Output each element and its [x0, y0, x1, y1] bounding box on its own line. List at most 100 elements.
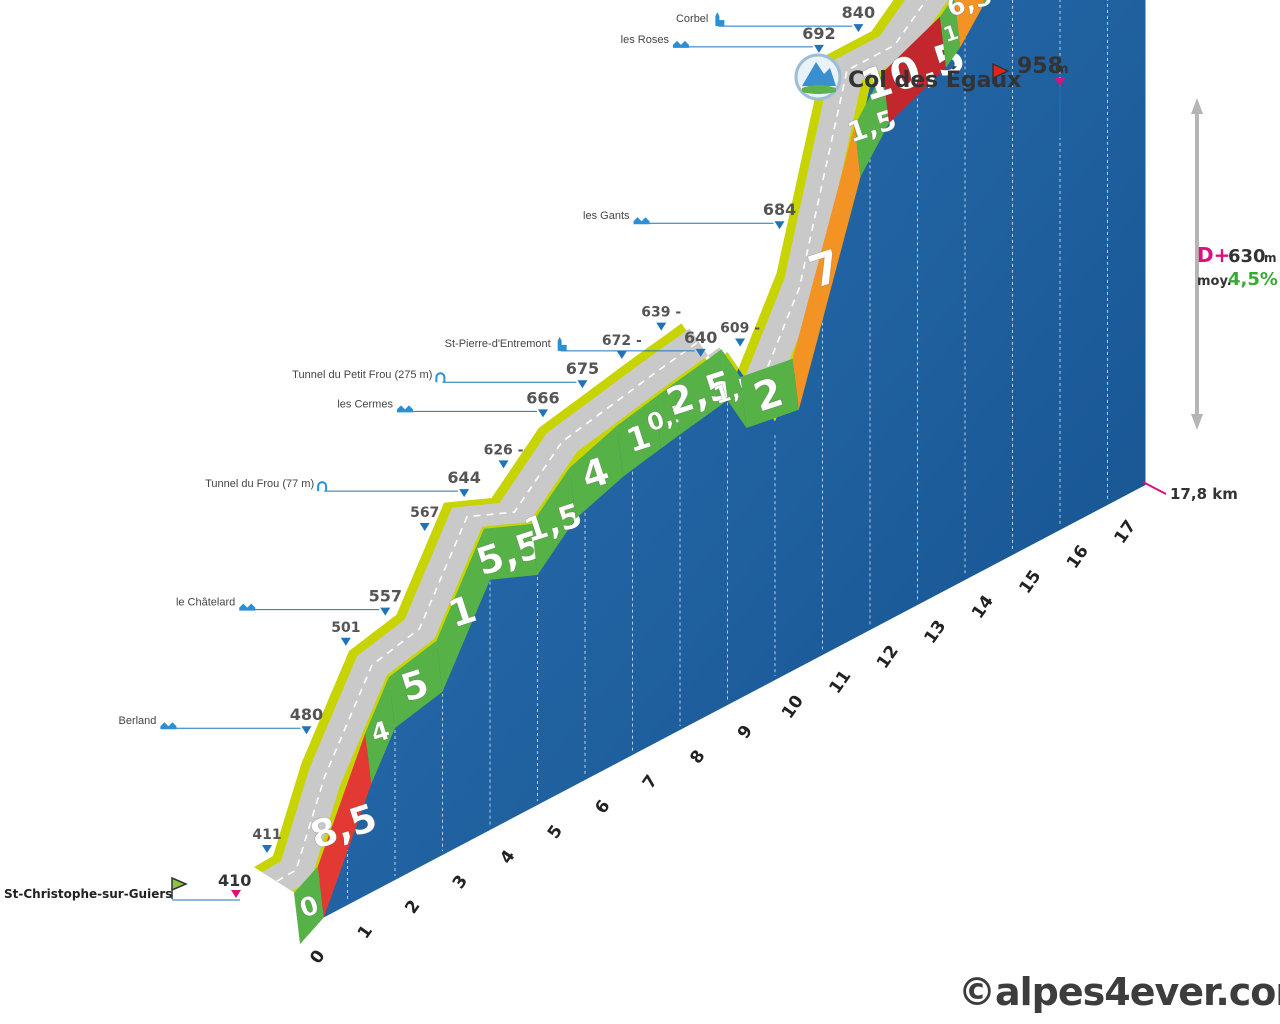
waypoint-name: les Roses: [621, 34, 670, 46]
gradient-segment: [655, 383, 680, 449]
tunnel-icon: [317, 481, 328, 492]
start-marker-icon: [231, 890, 241, 898]
altitude-marker-icon: [537, 409, 548, 418]
side-wall-shape: [300, 0, 1146, 930]
altitude-marker-icon: [735, 338, 746, 347]
gradient-segment: [721, 349, 747, 428]
altitude-marker-icon: [380, 607, 391, 616]
distance-leader-line: [1142, 481, 1167, 495]
gradient-segment: [617, 397, 661, 477]
gradient-segment: [740, 358, 799, 428]
gradient-segment: [954, 0, 984, 48]
house-icon: [160, 722, 177, 730]
elevation-arrow-icon: [1191, 98, 1203, 430]
house-icon: [396, 405, 413, 413]
house-icon: [633, 217, 650, 225]
km-tick-label: 13: [920, 617, 950, 648]
km-tick-label: 3: [449, 872, 472, 893]
gradient-segment: [674, 349, 728, 435]
waypoint-altitude: 675: [566, 359, 599, 378]
altitude-marker-icon: [695, 348, 706, 357]
summit-altitude: 958: [1017, 54, 1063, 79]
gain-value: 630: [1228, 246, 1266, 267]
km-tick-label: 5: [544, 822, 567, 843]
waypoint-altitude: 609 -: [720, 320, 760, 336]
km-tick-label: 12: [873, 642, 903, 673]
altitude-marker-icon: [813, 44, 824, 53]
waypoint-altitude: 692: [802, 24, 835, 43]
altitude-marker-icon: [262, 844, 272, 853]
waypoint-altitude: 684: [763, 200, 796, 219]
church-icon: [715, 12, 725, 27]
km-tick-label: 10: [778, 692, 808, 723]
gradient-segment: [983, 0, 987, 5]
avg-value: 4,5%: [1228, 269, 1278, 290]
road-surface: [262, 0, 949, 892]
tunnel-icon: [435, 372, 446, 383]
waypoint-altitude: 501: [331, 620, 360, 636]
summit-badge: Col des Égaux 958 m: [794, 53, 1069, 138]
gradient-segment: [883, 16, 946, 124]
waypoint-altitude: 672 -: [602, 333, 642, 349]
credit-watermark: ©alpes4ever.com: [958, 970, 1280, 1014]
km-tick-label: 6: [591, 797, 614, 818]
gradient-segment: [531, 467, 576, 575]
km-tick-label: 11: [825, 667, 855, 698]
gradient-segment: [317, 733, 372, 918]
waypoint-name: le Châtelard: [176, 597, 235, 609]
km-grid-lines: [347, 0, 1108, 901]
altitude-marker-icon: [774, 221, 785, 230]
gradient-segment: [940, 0, 961, 68]
altitude-marker-icon: [340, 637, 351, 646]
start-altitude: 410: [218, 871, 251, 890]
km-tick-label: 8: [686, 747, 709, 768]
waypoint-altitude: 644: [447, 468, 480, 487]
house-icon: [239, 603, 256, 611]
waypoint-name: Corbel: [676, 13, 708, 25]
church-icon: [557, 336, 567, 351]
waypoint-altitude: 666: [526, 388, 559, 407]
gradient-segment: [294, 866, 324, 945]
summit-marker-icon: [1055, 78, 1065, 86]
altitude-marker-icon: [459, 489, 470, 498]
gradient-segment: [365, 677, 395, 784]
mountain-grass-icon: [802, 85, 836, 94]
waypoint-altitude: 626 -: [484, 442, 524, 458]
gradient-segment: [484, 524, 538, 580]
waypoint-name: Berland: [119, 715, 157, 727]
waypoint-altitude: 639 -: [641, 305, 681, 321]
km-tick-label: 16: [1063, 542, 1093, 573]
waypoint-name: Tunnel du Petit Frou (275 m): [292, 369, 432, 381]
waypoint-name: les Cermes: [337, 398, 393, 410]
altitude-marker-icon: [419, 523, 430, 532]
km-tick-label: 1: [354, 922, 377, 943]
waypoint-altitude: 480: [290, 705, 323, 724]
gradient-segment: [792, 125, 861, 410]
road-strip: [254, 0, 960, 897]
green-flag-icon: [171, 876, 188, 899]
km-tick-label: 9: [734, 722, 757, 743]
km-tick-label: 17: [1110, 517, 1140, 548]
summit-altitude-unit: m: [1055, 62, 1069, 77]
house-icon: [672, 40, 689, 48]
profile-side-wall: [300, 0, 1146, 930]
start-name: St-Christophe-sur-Guiers: [4, 887, 172, 901]
km-tick-label: 0: [306, 946, 329, 967]
climb-summary: D+ 630 m moy. 4,5% 17,8 km: [1142, 98, 1278, 503]
waypoint-altitude: 640: [684, 328, 717, 347]
altitude-marker-icon: [853, 24, 864, 33]
start-badge: St-Christophe-sur-Guiers 410: [4, 871, 251, 901]
mountain-peak-icon: [802, 62, 836, 86]
altitude-marker-icon: [616, 351, 627, 360]
altitude-marker-icon: [498, 460, 509, 469]
avg-prefix: moy.: [1197, 274, 1232, 289]
waypoint-altitude: 557: [369, 587, 402, 606]
waypoint-altitude: 567: [410, 505, 439, 521]
altitude-marker-icon: [301, 726, 312, 735]
gradient-segment: [436, 528, 490, 692]
altitude-marker-icon: [656, 322, 667, 331]
waypoint-name: St-Pierre-d'Entremont: [445, 338, 551, 350]
altitude-marker-icon: [577, 380, 588, 389]
